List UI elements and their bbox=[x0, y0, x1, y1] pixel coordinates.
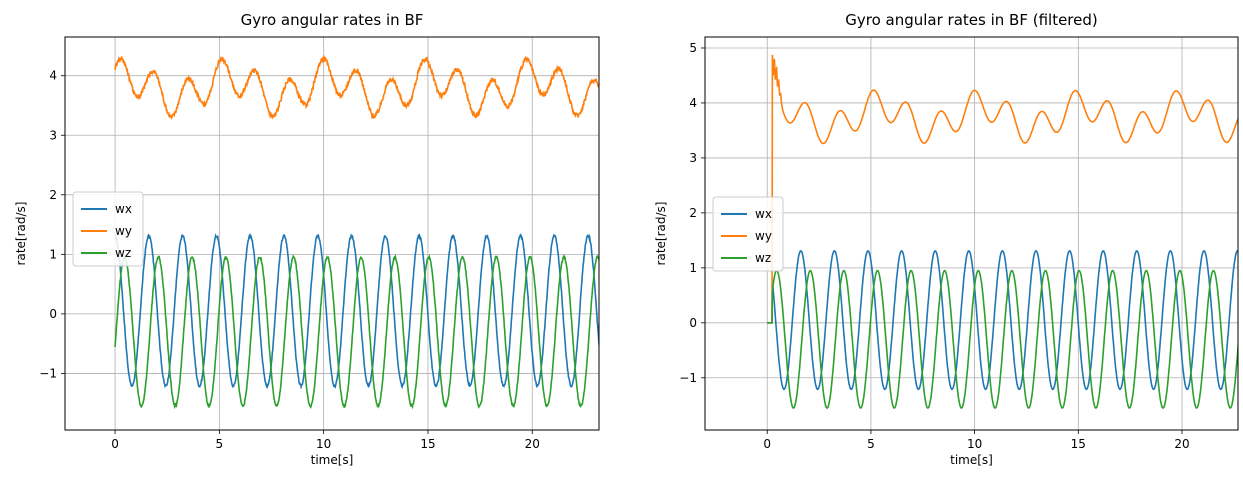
y-tick-label: −1 bbox=[39, 366, 57, 380]
legend-label-wx: wx bbox=[115, 202, 132, 216]
x-tick-label: 0 bbox=[111, 437, 119, 451]
chart-title: Gyro angular rates in BF (filtered) bbox=[845, 11, 1098, 29]
legend: wx wy wz bbox=[712, 196, 784, 272]
legend: wx wy wz bbox=[72, 191, 144, 267]
x-tick-label: 15 bbox=[420, 437, 435, 451]
x-tick-label: 5 bbox=[867, 437, 875, 451]
y-tick-label: 0 bbox=[49, 307, 57, 321]
x-tick-label: 0 bbox=[763, 437, 771, 451]
series-line-wz bbox=[767, 269, 1238, 409]
legend-label-wy: wy bbox=[755, 229, 772, 243]
x-axis-label: time[s] bbox=[950, 453, 993, 467]
axes-frame bbox=[704, 36, 1239, 431]
series-line-wx bbox=[114, 232, 599, 390]
legend-label-wx: wx bbox=[755, 207, 772, 221]
y-tick-label: 3 bbox=[49, 128, 57, 142]
series-line-wy bbox=[767, 54, 1238, 324]
y-tick-label: 1 bbox=[689, 261, 697, 275]
axes-frame bbox=[64, 36, 600, 431]
x-tick-label: 20 bbox=[525, 437, 540, 451]
series-line-wz bbox=[114, 253, 599, 410]
x-axis-label: time[s] bbox=[311, 453, 354, 467]
axis-ticks: 0 5 10 15 20 −1 0 1 2 3 4 bbox=[39, 69, 540, 451]
series-line-wx bbox=[767, 250, 1238, 391]
legend-label-wz: wz bbox=[755, 251, 771, 265]
axis-ticks: 0 5 10 15 20 −1 0 1 2 3 4 5 bbox=[679, 41, 1189, 451]
x-tick-label: 5 bbox=[216, 437, 224, 451]
y-tick-label: 1 bbox=[49, 247, 57, 261]
y-tick-label: 2 bbox=[49, 188, 57, 202]
x-tick-label: 20 bbox=[1174, 437, 1189, 451]
y-tick-label: 3 bbox=[689, 151, 697, 165]
legend-label-wy: wy bbox=[115, 224, 132, 238]
series-lines bbox=[767, 54, 1238, 409]
y-tick-label: 2 bbox=[689, 206, 697, 220]
chart-title: Gyro angular rates in BF bbox=[241, 11, 424, 29]
y-tick-label: 5 bbox=[689, 41, 697, 55]
y-tick-label: −1 bbox=[679, 371, 697, 385]
legend-label-wz: wz bbox=[115, 246, 131, 260]
y-tick-label: 0 bbox=[689, 316, 697, 330]
y-axis-label: rate[rad/s] bbox=[654, 202, 668, 266]
series-lines bbox=[114, 54, 599, 410]
legend-box bbox=[712, 196, 784, 272]
x-tick-label: 10 bbox=[967, 437, 982, 451]
chart-gyro-rates-filtered: Gyro angular rates in BF (filtered) time… bbox=[654, 11, 1239, 467]
legend-box bbox=[72, 191, 144, 267]
x-tick-label: 15 bbox=[1071, 437, 1086, 451]
series-line-wy bbox=[114, 54, 599, 121]
chart-gyro-rates: Gyro angular rates in BF time[s] rate[ra… bbox=[14, 11, 600, 467]
x-tick-label: 10 bbox=[316, 437, 331, 451]
y-axis-label: rate[rad/s] bbox=[14, 202, 28, 266]
y-tick-label: 4 bbox=[49, 69, 57, 83]
y-tick-label: 4 bbox=[689, 96, 697, 110]
